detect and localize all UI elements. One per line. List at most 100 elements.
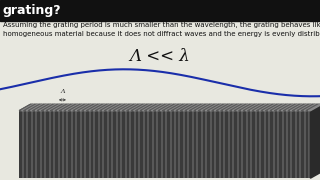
Polygon shape	[71, 104, 84, 111]
Polygon shape	[214, 104, 228, 111]
Polygon shape	[67, 104, 80, 111]
Bar	[261, 111, 264, 178]
Bar	[304, 111, 306, 178]
Bar	[192, 111, 194, 178]
Polygon shape	[221, 104, 235, 111]
Polygon shape	[268, 104, 281, 111]
Bar	[149, 111, 152, 178]
Bar	[252, 111, 255, 178]
Text: grating?: grating?	[3, 4, 61, 17]
Bar	[300, 111, 301, 178]
Bar	[104, 111, 107, 178]
Bar	[84, 111, 86, 178]
Polygon shape	[277, 104, 290, 111]
Bar	[248, 111, 250, 178]
Polygon shape	[107, 104, 120, 111]
Bar	[143, 111, 145, 178]
Polygon shape	[297, 104, 311, 111]
Bar	[22, 111, 24, 178]
Polygon shape	[145, 104, 158, 111]
Bar	[58, 111, 60, 178]
Polygon shape	[270, 104, 284, 111]
Bar	[228, 111, 230, 178]
Bar	[210, 111, 212, 178]
Polygon shape	[37, 104, 51, 111]
Bar	[68, 111, 71, 178]
Polygon shape	[212, 104, 226, 111]
Polygon shape	[68, 104, 82, 111]
Polygon shape	[76, 104, 89, 111]
Bar	[221, 111, 223, 178]
Bar	[19, 111, 22, 178]
Polygon shape	[279, 104, 293, 111]
Polygon shape	[44, 104, 57, 111]
Bar	[179, 111, 180, 178]
Bar	[286, 111, 288, 178]
Bar	[28, 111, 31, 178]
Polygon shape	[225, 104, 239, 111]
Bar	[230, 111, 232, 178]
Bar	[243, 111, 246, 178]
Polygon shape	[264, 104, 277, 111]
Bar	[122, 111, 125, 178]
Bar	[71, 111, 73, 178]
Polygon shape	[156, 104, 169, 111]
Bar	[26, 111, 28, 178]
Bar	[172, 111, 174, 178]
Polygon shape	[19, 104, 320, 111]
Polygon shape	[77, 104, 91, 111]
Bar	[189, 111, 192, 178]
Bar	[46, 111, 49, 178]
Bar	[152, 111, 154, 178]
Polygon shape	[275, 104, 288, 111]
Polygon shape	[149, 104, 163, 111]
Polygon shape	[80, 104, 93, 111]
Bar	[176, 111, 179, 178]
Polygon shape	[207, 104, 221, 111]
Polygon shape	[118, 104, 132, 111]
Bar	[201, 111, 203, 178]
Polygon shape	[158, 104, 172, 111]
Polygon shape	[84, 104, 98, 111]
Bar	[102, 111, 104, 178]
Bar	[64, 111, 67, 178]
Polygon shape	[60, 104, 73, 111]
Polygon shape	[246, 104, 259, 111]
Polygon shape	[210, 104, 223, 111]
Polygon shape	[284, 104, 297, 111]
Bar	[207, 111, 210, 178]
Polygon shape	[42, 104, 55, 111]
Text: Assuming the grating period is much smaller than the wavelength, the grating beh: Assuming the grating period is much smal…	[3, 22, 320, 37]
Polygon shape	[170, 104, 183, 111]
Bar	[170, 111, 172, 178]
Bar	[161, 111, 163, 178]
Bar	[129, 111, 131, 178]
Polygon shape	[176, 104, 190, 111]
Bar	[275, 111, 277, 178]
Polygon shape	[109, 104, 123, 111]
Polygon shape	[196, 104, 210, 111]
Text: Λ: Λ	[60, 89, 65, 94]
Bar	[86, 111, 89, 178]
Bar	[154, 111, 156, 178]
Polygon shape	[239, 104, 252, 111]
Bar	[198, 111, 201, 178]
Bar	[266, 111, 268, 178]
Polygon shape	[138, 104, 151, 111]
Polygon shape	[53, 104, 66, 111]
Polygon shape	[180, 104, 194, 111]
Bar	[194, 111, 196, 178]
Bar	[98, 111, 100, 178]
Bar	[77, 111, 80, 178]
Polygon shape	[136, 104, 149, 111]
Polygon shape	[167, 104, 181, 111]
Bar	[167, 111, 170, 178]
Polygon shape	[301, 104, 315, 111]
Polygon shape	[28, 104, 42, 111]
Bar	[156, 111, 158, 178]
Polygon shape	[147, 104, 160, 111]
Polygon shape	[292, 104, 306, 111]
Bar	[185, 111, 188, 178]
Polygon shape	[165, 104, 178, 111]
Bar	[291, 111, 292, 178]
